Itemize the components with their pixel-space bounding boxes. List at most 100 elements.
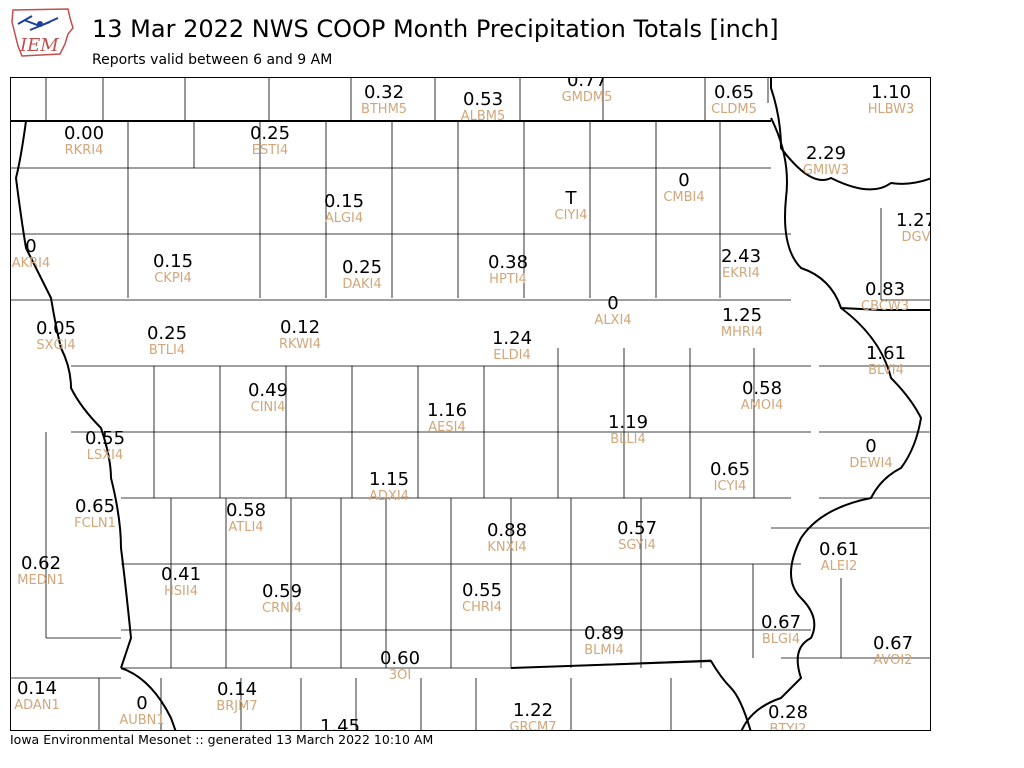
station-id: RKRI4 — [64, 143, 104, 158]
station-value: 1.24 — [491, 328, 533, 349]
station-marker: 0.58 AMOI4 — [740, 380, 784, 413]
station-value: 0.77 — [566, 77, 608, 91]
station-id: AVOI2 — [873, 653, 913, 668]
station-value: 1.61 — [865, 343, 907, 364]
station-id: CLDM5 — [711, 102, 757, 117]
station-id: GRCM7 — [509, 720, 557, 731]
station-value: 1.16 — [426, 400, 468, 421]
station-id: CINI4 — [250, 400, 286, 415]
station-marker: 1.27DGV — [895, 210, 930, 245]
iem-logo-icon: IEM — [11, 8, 74, 57]
station-marker: 0.14 ADAN1 — [14, 680, 60, 713]
station-value: 0.55 — [84, 428, 126, 449]
station-value: 0.67 — [872, 633, 914, 654]
station-marker: 0.77 GMDM5 — [561, 77, 613, 105]
station-id: GMIW3 — [802, 163, 850, 178]
station-marker: 1.15 ADXI4 — [369, 471, 409, 504]
station-id: AKRI4 — [11, 256, 51, 271]
station-id: DAKI4 — [342, 277, 382, 292]
station-marker: 0.60 3OI — [379, 648, 421, 683]
station-marker: 0 AKRI4 — [11, 236, 51, 271]
station-id: BLMI4 — [584, 643, 624, 658]
footer-text: Iowa Environmental Mesonet :: generated … — [10, 732, 434, 747]
station-value: 0.53 — [462, 89, 504, 110]
station-marker: 0.88 KNXI4 — [487, 522, 527, 555]
station-id: BLVI4 — [868, 363, 904, 378]
station-id: AESI4 — [428, 420, 466, 435]
station-value: 0.15 — [323, 191, 365, 212]
station-value: 0.14 — [216, 679, 258, 700]
station-value: 0 — [607, 293, 619, 314]
station-value: 0.57 — [616, 518, 658, 539]
svg-text:IEM: IEM — [19, 35, 59, 56]
station-marker: 0.57 SGYI4 — [616, 518, 658, 553]
station-id: BRJM7 — [216, 699, 258, 714]
station-id: CKPI4 — [154, 271, 192, 286]
station-value: 0.62 — [20, 553, 62, 574]
station-value: 1.27 — [895, 210, 930, 231]
station-marker: 0.14 BRJM7 — [216, 679, 258, 714]
station-marker: 1.25 MHRI4 — [720, 307, 764, 340]
station-id: GMDM5 — [561, 90, 613, 105]
station-marker: 0 ALXI4 — [594, 293, 631, 328]
station-value: 0 — [25, 236, 37, 257]
station-id: ESTI4 — [251, 143, 289, 158]
station-value: 0.25 — [146, 323, 188, 344]
station-marker: 1.61 BLVI4 — [865, 343, 907, 378]
station-marker: 0.12 RKWI4 — [279, 319, 321, 352]
station-marker: 0 DEWI4 — [849, 438, 893, 471]
station-marker: 0.00 RKRI4 — [64, 125, 104, 158]
county-boundaries — [11, 78, 930, 730]
station-marker: 2.29 GMIW3 — [802, 143, 850, 178]
station-value: 0.60 — [379, 648, 421, 669]
station-id: BTHM5 — [360, 102, 408, 117]
station-id: ATLI4 — [228, 520, 264, 535]
station-marker: 1.10 HLBW3 — [868, 82, 915, 117]
station-marker: 0.67 AVOI2 — [872, 633, 914, 668]
station-value: 0.25 — [341, 257, 383, 278]
station-marker: 0.59 CRNI4 — [262, 583, 302, 616]
station-marker: 0.25 ESTI4 — [250, 125, 290, 158]
station-value: 1.10 — [870, 82, 912, 103]
station-marker: 0.32 BTHM5 — [360, 82, 408, 117]
station-marker: 0.05 SXGI4 — [36, 320, 76, 353]
precipitation-map: 0.32 BTHM5 0.53 ALBM5 0.77 GMDM5 0.65 CLDM5 1.10… — [10, 77, 931, 731]
station-marker: 1.45 — [320, 718, 360, 731]
station-id: CRNI4 — [262, 601, 302, 616]
station-marker: 0.65 CLDM5 — [711, 82, 757, 117]
station-value: 0.41 — [160, 564, 202, 585]
station-value: 1.19 — [607, 412, 649, 433]
station-marker: 0.65 FCLN1 — [74, 498, 116, 531]
station-marker: 0 CMBI4 — [663, 170, 704, 205]
station-value: 1.22 — [512, 700, 554, 721]
station-id: ALBM5 — [460, 109, 506, 124]
station-marker: T CIYI4 — [555, 190, 588, 223]
station-value: 0.65 — [713, 82, 755, 103]
station-value: 2.29 — [805, 143, 847, 164]
station-value: 0.28 — [767, 702, 809, 723]
station-id: AMOI4 — [740, 398, 784, 413]
station-id: CBCW3 — [861, 299, 909, 314]
station-marker: 0.67 BLGI4 — [760, 612, 802, 647]
station-marker: 0.65 ICYI4 — [710, 461, 750, 494]
station-value: 0.58 — [225, 500, 267, 521]
station-id: ADAN1 — [14, 698, 60, 713]
station-marker: 1.22 GRCM7 — [509, 702, 556, 731]
station-marker: 0.58 ATLI4 — [225, 500, 267, 535]
station-value: 0.67 — [760, 612, 802, 633]
station-value: 0.32 — [363, 82, 405, 103]
station-id: EKRI4 — [722, 266, 760, 281]
station-value: 0.38 — [487, 252, 529, 273]
station-marker: 0.83 CBCW3 — [861, 281, 909, 314]
station-value: 0.89 — [583, 623, 625, 644]
station-id: BTYI2 — [769, 722, 807, 731]
station-value: 0 — [678, 170, 690, 191]
station-id: DEWI4 — [849, 456, 893, 471]
station-id: ICYI4 — [713, 479, 747, 494]
station-id: BTLI4 — [148, 343, 186, 358]
station-id: MHRI4 — [720, 325, 764, 340]
station-marker: 1.19 BLLI4 — [607, 412, 649, 447]
station-id: HSII4 — [164, 584, 198, 599]
station-marker: 0.15 CKPI4 — [153, 253, 193, 286]
station-value: 2.43 — [720, 246, 762, 267]
